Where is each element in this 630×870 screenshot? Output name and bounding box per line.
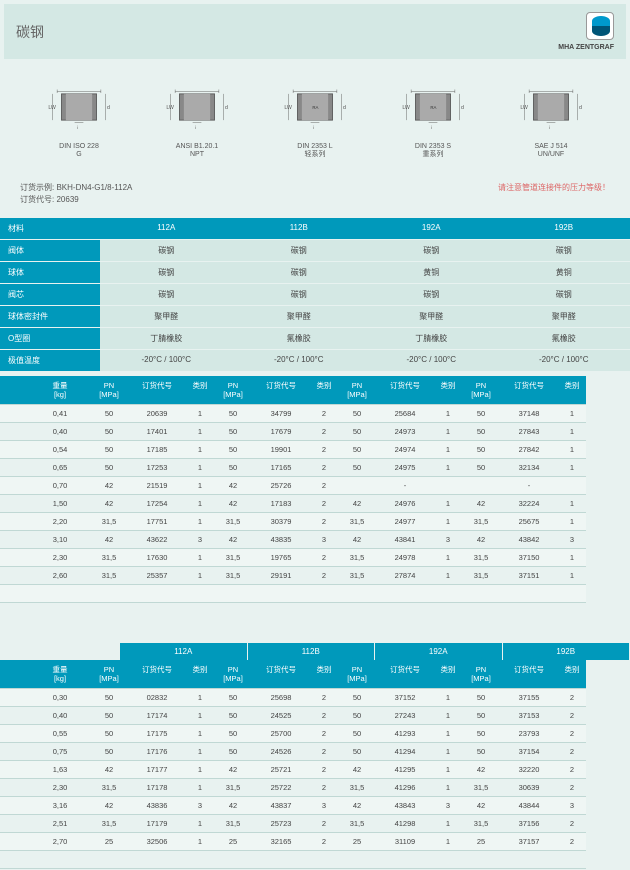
table-row: 2,3031,5 17178 131,5 25722 231,5 41296 1… <box>0 779 630 797</box>
table-row: 0,5550 17175 150 25700 250 41293 150 237… <box>0 725 630 743</box>
diagram-3: LW d RA i DIN 2353 S重系列 <box>374 77 492 160</box>
svg-text:LW: LW <box>166 105 174 111</box>
table-row: 1,5042 17254 142 17183 242 24976 142 322… <box>0 495 630 513</box>
order-example: 订货示例: BKH-DN4-G1/8-112A 订货代号: 20639 <box>20 182 132 206</box>
table-row: 0,5450 17185 150 19901 250 24974 150 278… <box>0 441 630 459</box>
data-table-1: 重量[kg]PN[MPa] 订货代号 类别PN[MPa] 订货代号 类别PN[M… <box>0 376 630 603</box>
table-row: 3,1642 43836 342 43837 342 43843 342 438… <box>0 797 630 815</box>
material-title: 材料 <box>0 218 100 240</box>
svg-text:d: d <box>343 105 346 111</box>
diagram-4: LW d i SAE J 514UN/UNF <box>492 77 610 160</box>
table-row: 0,4050 17174 150 24525 250 27243 150 371… <box>0 707 630 725</box>
pressure-note: 请注意管道连接件的压力等级！ <box>498 182 610 206</box>
logo: MHA ZENTGRAF <box>558 12 614 51</box>
svg-text:i: i <box>313 125 314 130</box>
order-info: 订货示例: BKH-DN4-G1/8-112A 订货代号: 20639 请注意管… <box>0 178 630 218</box>
section2-groups: 112A112B192A192B <box>0 643 630 660</box>
table-row: 2,3031,5 17630 131,5 19765 231,5 24978 1… <box>0 549 630 567</box>
svg-text:LW: LW <box>402 105 410 111</box>
svg-text:d: d <box>579 105 582 111</box>
svg-text:i: i <box>77 125 78 130</box>
svg-text:d: d <box>461 105 464 111</box>
table-row: 2,5131,5 17179 131,5 25723 231,5 41298 1… <box>0 815 630 833</box>
table-row: 0,4150 20639 150 34799 250 25684 150 371… <box>0 405 630 423</box>
logo-text: MHA ZENTGRAF <box>558 44 614 51</box>
svg-text:RA: RA <box>312 105 318 110</box>
svg-text:LW: LW <box>284 105 292 111</box>
connector-diagrams: LW d i DIN ISO 228G LW d i ANSI B1.20.1N… <box>0 67 630 170</box>
table-row: 2,6031,5 25357 131,5 29191 231,5 27874 1… <box>0 567 630 585</box>
section-2: 112A112B192A192B 重量[kg]PN[MPa] 订货代号 类别PN… <box>0 643 630 869</box>
diagram-0: LW d i DIN ISO 228G <box>20 77 138 160</box>
table-row: 2,7025 32506 125 32165 225 31109 125 371… <box>0 833 630 851</box>
table-row: 0,4050 17401 150 17679 250 24973 150 278… <box>0 423 630 441</box>
svg-text:LW: LW <box>48 105 56 111</box>
page-header: 碳钢 MHA ZENTGRAF <box>4 4 626 59</box>
data-table-2: 重量[kg]PN[MPa] 订货代号 类别PN[MPa] 订货代号 类别PN[M… <box>0 660 630 869</box>
svg-text:i: i <box>195 125 196 130</box>
page-title: 碳钢 <box>16 22 44 42</box>
table-row: 1,6342 17177 142 25721 242 41295 142 322… <box>0 761 630 779</box>
svg-text:d: d <box>225 105 228 111</box>
table-row: 0,7042 21519 142 25726 2 - - <box>0 477 630 495</box>
diagram-2: LW d RA i DIN 2353 L轻系列 <box>256 77 374 160</box>
table-row: 0,6550 17253 150 17165 250 24975 150 321… <box>0 459 630 477</box>
table-row: 3,1042 43622 342 43835 342 43841 342 438… <box>0 531 630 549</box>
svg-text:d: d <box>107 105 110 111</box>
svg-text:RA: RA <box>430 105 436 110</box>
table-row: 0,7550 17176 150 24526 250 41294 150 371… <box>0 743 630 761</box>
svg-text:i: i <box>549 125 550 130</box>
table-row: 2,2031,5 17751 131,5 30379 231,5 24977 1… <box>0 513 630 531</box>
svg-text:LW: LW <box>520 105 528 111</box>
table-row: 0,3050 02832 150 25698 250 37152 150 371… <box>0 689 630 707</box>
logo-icon <box>586 12 614 40</box>
material-table: 材料112A112B192A192B阀体碳钢碳钢碳钢碳钢球体碳钢碳钢黄铜黄铜阀芯… <box>0 218 630 372</box>
diagram-1: LW d i ANSI B1.20.1NPT <box>138 77 256 160</box>
svg-text:i: i <box>431 125 432 130</box>
